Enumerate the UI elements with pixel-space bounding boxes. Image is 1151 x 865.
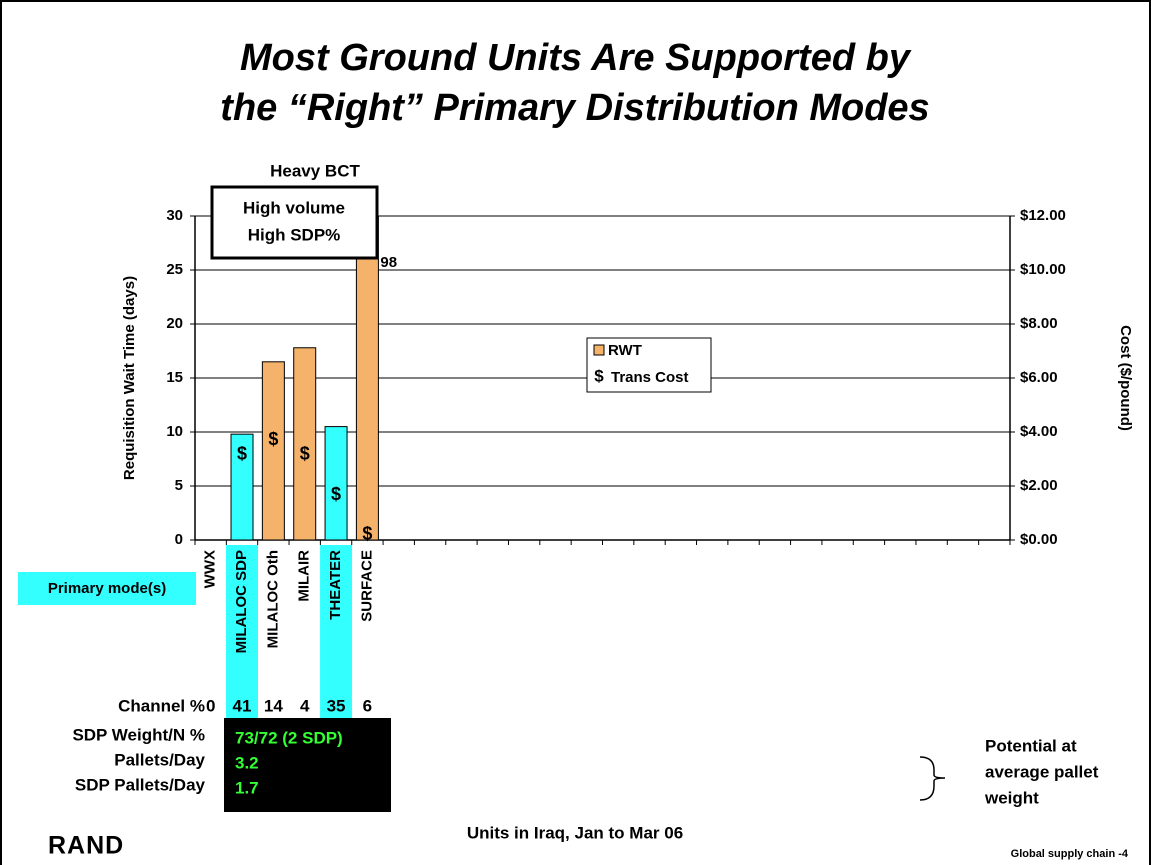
channel-value: 35 bbox=[327, 696, 346, 715]
y2-tick-label: $6.00 bbox=[1020, 369, 1058, 386]
cost-marker: $ bbox=[300, 444, 310, 464]
channel-value: 41 bbox=[233, 696, 252, 715]
x-tick-label: THEATER bbox=[327, 550, 344, 620]
cost-marker: $ bbox=[362, 523, 372, 543]
table-note: weight bbox=[984, 788, 1039, 807]
legend-box bbox=[586, 337, 712, 393]
x-tick-label: MILAIR bbox=[296, 550, 313, 602]
primary-mode-label: Primary mode(s) bbox=[48, 580, 166, 597]
cost-marker: $ bbox=[268, 429, 278, 449]
y2-axis-title: Cost ($/pound) bbox=[1117, 325, 1134, 431]
x-tick-label: MILALOC SDP bbox=[233, 550, 250, 653]
y2-tick-label: $2.00 bbox=[1020, 477, 1058, 494]
y-tick-label: 0 bbox=[175, 531, 183, 548]
legend-label: RWT bbox=[608, 342, 642, 359]
table-row-value: 1.7 bbox=[235, 778, 259, 797]
bar bbox=[324, 426, 348, 540]
legend-marker: $ bbox=[594, 366, 604, 385]
cost-marker: $ bbox=[237, 444, 247, 464]
bar bbox=[230, 433, 254, 540]
y2-tick-label: $10.00 bbox=[1020, 261, 1066, 278]
y-axis-title: Requisition Wait Time (days) bbox=[121, 276, 138, 480]
annotation-line: High SDP% bbox=[248, 225, 341, 244]
y-tick-label: 25 bbox=[166, 261, 183, 278]
primary-highlight bbox=[226, 545, 259, 720]
table-row-label: Pallets/Day bbox=[114, 750, 205, 769]
table-row-label: SDP Pallets/Day bbox=[75, 775, 206, 794]
table-note: Potential at bbox=[985, 736, 1077, 755]
plot: 0 5 10 15 20 25 30 $0.00 $2.00 $4.00 $6.00 $8.00 $10… bbox=[166, 207, 1066, 653]
y2-tick-label: $8.00 bbox=[1020, 315, 1058, 332]
sdp-table-box bbox=[224, 718, 391, 812]
channel-label: Channel % bbox=[118, 696, 205, 715]
annotation-line: High volume bbox=[243, 198, 345, 217]
y-tick-label: 15 bbox=[166, 369, 183, 386]
channel-value: 14 bbox=[264, 696, 283, 715]
y-tick-label: 5 bbox=[175, 477, 183, 494]
cost-marker: $ bbox=[331, 484, 341, 504]
bar bbox=[355, 216, 379, 540]
x-tick-label: SURFACE bbox=[358, 550, 375, 622]
channel-value: 0 bbox=[206, 696, 215, 715]
y-tick-label: 20 bbox=[166, 315, 183, 332]
table-row-label: SDP Weight/N % bbox=[72, 725, 205, 744]
x-tick-label: MILALOC Oth bbox=[264, 550, 281, 648]
bar bbox=[261, 361, 285, 540]
title-line: Most Ground Units Are Supported by bbox=[240, 37, 912, 79]
title-line: the “Right” Primary Distribution Modes bbox=[220, 87, 929, 129]
highlights bbox=[226, 545, 353, 720]
footer: Units in Iraq, Jan to Mar 06 bbox=[467, 823, 683, 842]
slide-label: Global supply chain -4 bbox=[1011, 848, 1129, 860]
table-row-value: 3.2 bbox=[235, 753, 259, 772]
y2-tick-label: $12.00 bbox=[1020, 207, 1066, 224]
bar bbox=[293, 347, 317, 540]
channel-value: 6 bbox=[363, 696, 372, 715]
legend: RWT$ Trans Cost bbox=[593, 342, 689, 386]
primary-mode-box bbox=[18, 572, 196, 605]
logo: RAND bbox=[48, 832, 124, 860]
brace bbox=[919, 756, 946, 801]
y-tick-label: 10 bbox=[166, 423, 183, 440]
channel-value: 4 bbox=[300, 696, 310, 715]
table-note: average pallet bbox=[985, 762, 1099, 781]
bar-value-label: 98 bbox=[380, 254, 397, 271]
legend-swatch bbox=[593, 344, 605, 356]
y2-tick-label: $0.00 bbox=[1020, 531, 1058, 548]
subtitle: Heavy BCT bbox=[270, 161, 360, 180]
table-row-value: 73/72 (2 SDP) bbox=[235, 728, 343, 747]
legend-label: Trans Cost bbox=[611, 369, 689, 386]
y2-tick-label: $4.00 bbox=[1020, 423, 1058, 440]
x-tick-label: WWX bbox=[202, 550, 219, 588]
annotation-box bbox=[210, 185, 379, 260]
sdp-table: Channel % 0 41 14 4 35 6 SDP Weight/N % 73/72 (2… bbox=[72, 696, 372, 797]
primary-highlight bbox=[320, 545, 353, 720]
y-tick-label: 30 bbox=[166, 207, 183, 224]
